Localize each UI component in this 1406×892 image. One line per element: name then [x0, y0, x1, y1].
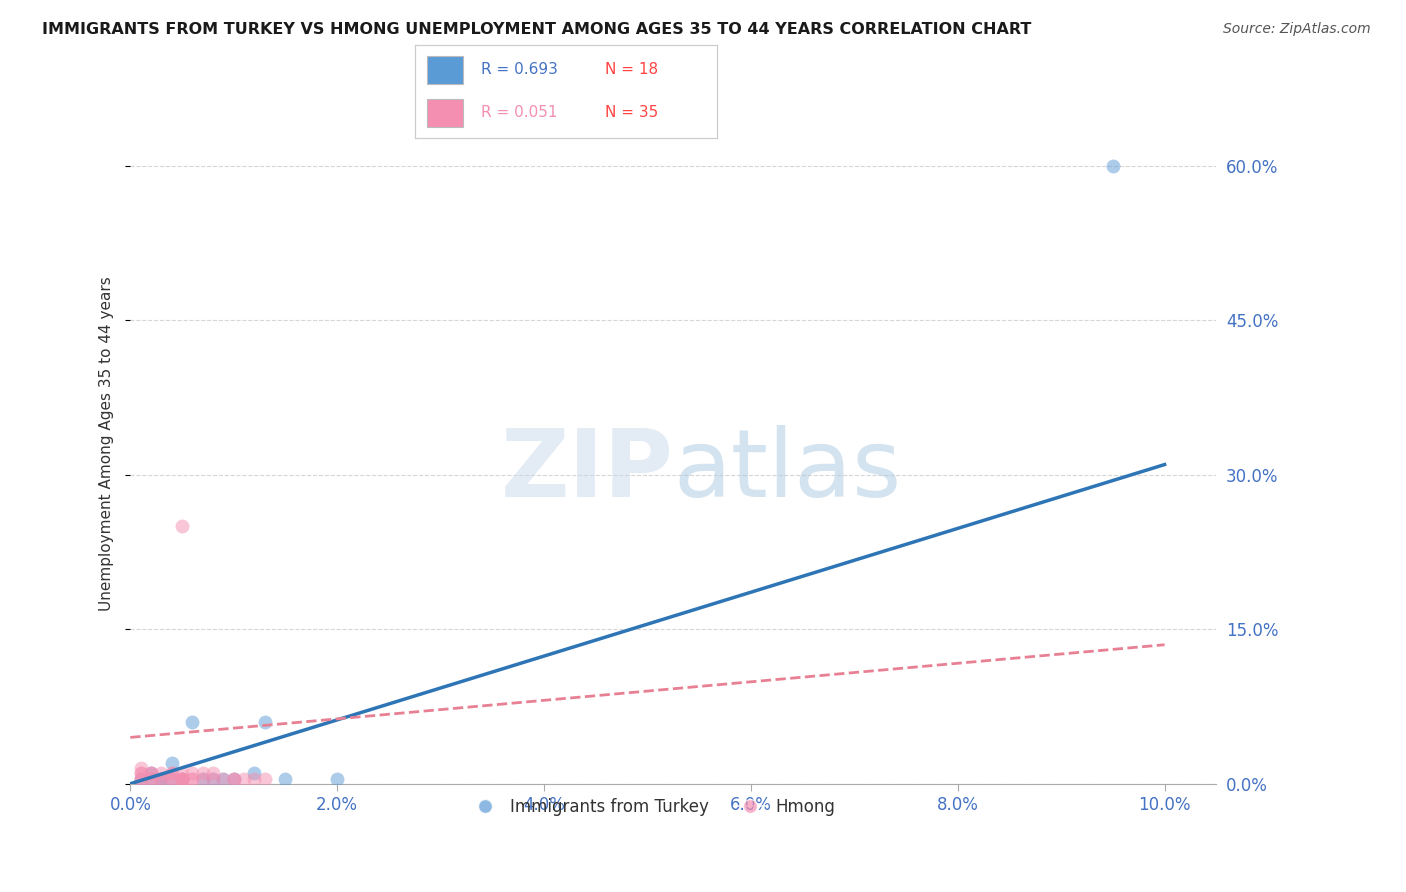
Point [160, 772, 183, 786]
Point [181, 772, 204, 786]
Point [170, 772, 193, 786]
Text: IMMIGRANTS FROM TURKEY VS HMONG UNEMPLOYMENT AMONG AGES 35 TO 44 YEARS CORRELATI: IMMIGRANTS FROM TURKEY VS HMONG UNEMPLOY… [42, 22, 1032, 37]
Text: atlas: atlas [673, 425, 901, 517]
Text: ZIP: ZIP [501, 425, 673, 517]
Text: R = 0.693: R = 0.693 [481, 62, 558, 78]
Point [233, 772, 256, 786]
Point [222, 772, 245, 786]
Point [243, 766, 266, 780]
Point [181, 772, 204, 786]
Text: N = 18: N = 18 [605, 62, 658, 78]
Point [150, 772, 173, 786]
Text: R = 0.051: R = 0.051 [481, 105, 558, 120]
Point [191, 766, 214, 780]
Point [129, 761, 152, 775]
Point [160, 766, 183, 780]
Point [129, 772, 152, 786]
Point [129, 766, 152, 780]
Point [129, 772, 152, 786]
Point [170, 766, 193, 780]
Point [170, 772, 193, 786]
Point [139, 766, 162, 780]
Point [181, 766, 204, 780]
Point [160, 756, 183, 771]
FancyBboxPatch shape [427, 99, 463, 127]
Point [160, 772, 183, 786]
FancyBboxPatch shape [427, 56, 463, 84]
Point [160, 772, 183, 786]
Point [253, 714, 276, 729]
Point [212, 772, 235, 786]
Point [202, 766, 225, 780]
Point [139, 766, 162, 780]
Legend: Immigrants from Turkey, Hmong: Immigrants from Turkey, Hmong [461, 791, 842, 823]
Point [170, 772, 193, 786]
Point [139, 772, 162, 786]
Point [150, 772, 173, 786]
Point [222, 772, 245, 786]
Point [191, 772, 214, 786]
Point [160, 766, 183, 780]
Point [253, 772, 276, 786]
Point [170, 519, 193, 533]
Point [212, 772, 235, 786]
Point [139, 772, 162, 786]
Point [274, 772, 297, 786]
Point [326, 772, 349, 786]
Point [150, 772, 173, 786]
Point [129, 766, 152, 780]
Point [150, 772, 173, 786]
Point [243, 772, 266, 786]
Text: N = 35: N = 35 [605, 105, 658, 120]
Point [191, 772, 214, 786]
Text: Source: ZipAtlas.com: Source: ZipAtlas.com [1223, 22, 1371, 37]
Point [222, 772, 245, 786]
Point [181, 714, 204, 729]
Point [150, 766, 173, 780]
Y-axis label: Unemployment Among Ages 35 to 44 years: Unemployment Among Ages 35 to 44 years [100, 277, 114, 611]
Point [202, 772, 225, 786]
Point [139, 772, 162, 786]
Point [170, 772, 193, 786]
Point [1102, 159, 1125, 173]
Point [139, 766, 162, 780]
Point [202, 772, 225, 786]
Point [170, 772, 193, 786]
Point [129, 772, 152, 786]
